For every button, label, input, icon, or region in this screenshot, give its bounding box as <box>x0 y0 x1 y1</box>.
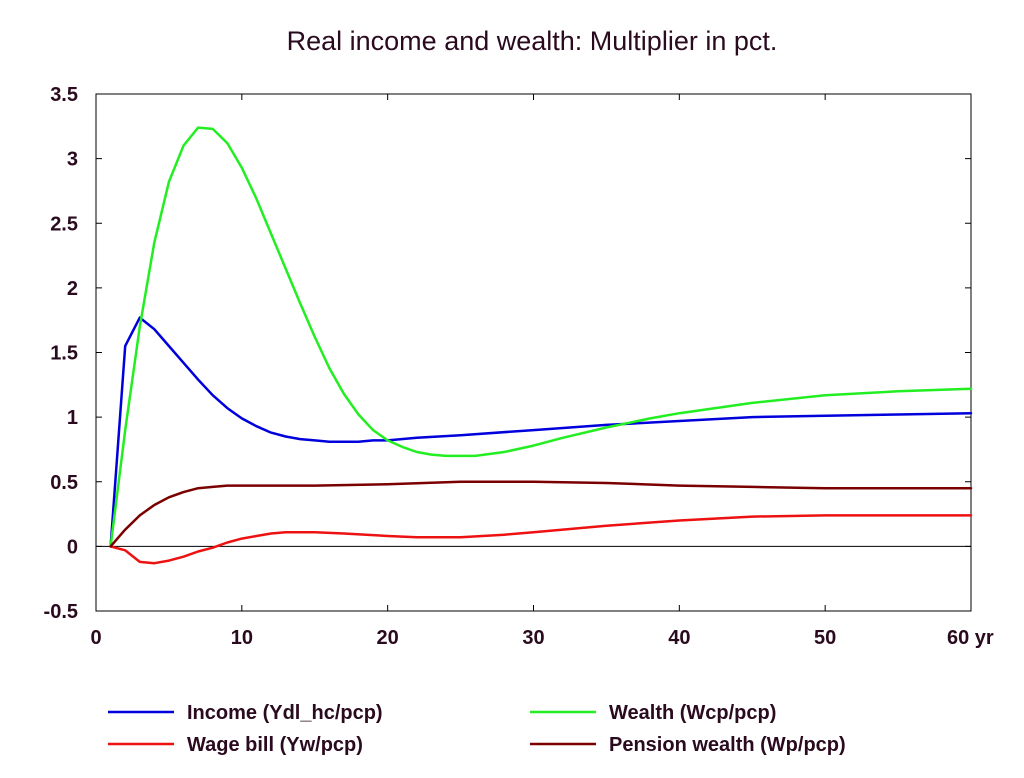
legend-label-2: Wealth (Wcp/pcp) <box>609 702 776 724</box>
legend-label-3: Wage bill (Yw/pcp) <box>187 734 363 756</box>
series-line-4 <box>109 480 973 548</box>
y-tick-label: 3.5 <box>50 84 78 106</box>
x-tick-label: 40 <box>668 627 690 649</box>
plot-axes: -0.5 0 0.5 1 1.5 2 2.5 3 3.5 0 10 20 30 40 50 60 yr <box>44 84 994 649</box>
y-tick-label: 1 <box>67 407 78 429</box>
series-line-2 <box>109 126 973 548</box>
x-tick-label: 30 <box>522 627 544 649</box>
x-tick-label: 60 yr <box>947 627 994 649</box>
legend-label-4: Pension wealth (Wp/pcp) <box>609 734 846 756</box>
y-tick-label: 2.5 <box>50 213 78 235</box>
y-tick-label: -0.5 <box>44 601 78 623</box>
y-tick-label: 3 <box>67 149 78 171</box>
y-tick-label: 0 <box>67 536 78 558</box>
x-tick-label: 20 <box>377 627 399 649</box>
series-line-3 <box>109 514 973 565</box>
chart-legend: Income (Ydl_hc/pcp) Wealth (Wcp/pcp) Wage … <box>108 702 846 756</box>
y-tick-label: 0.5 <box>50 472 78 494</box>
y-tick-label: 1.5 <box>50 343 78 365</box>
x-tick-label: 0 <box>90 627 101 649</box>
legend-label-1: Income (Ydl_hc/pcp) <box>187 702 383 724</box>
series-line-1 <box>109 316 973 548</box>
x-tick-label: 50 <box>814 627 836 649</box>
x-tick-label: 10 <box>231 627 253 649</box>
plot-series <box>109 126 973 565</box>
chart-title: Real income and wealth: Multiplier in pc… <box>287 26 778 56</box>
y-tick-label: 2 <box>67 278 78 300</box>
